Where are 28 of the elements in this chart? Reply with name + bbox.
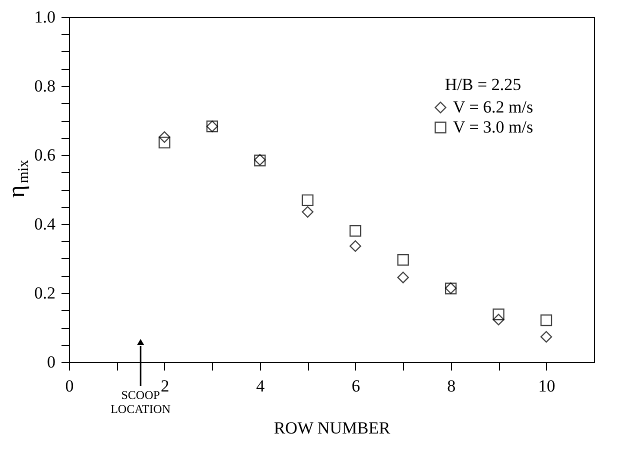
point — [397, 254, 409, 266]
point — [540, 330, 552, 343]
x-tick-label: 8 — [447, 376, 456, 396]
point — [158, 131, 170, 143]
point — [158, 136, 170, 148]
point — [397, 272, 409, 284]
legend-label: V = 6.2 m/s — [453, 98, 534, 116]
y-axis-title: ηmix — [4, 159, 32, 198]
x-tick-label: 6 — [352, 376, 360, 396]
y-tick-label: 0.2 — [34, 284, 56, 302]
point — [302, 194, 314, 206]
legend-title: H/B = 2.25 — [444, 75, 522, 94]
y-tick-label: 0 — [47, 352, 56, 372]
point — [492, 314, 504, 326]
point — [540, 314, 552, 326]
y-tick-label: 0.6 — [34, 146, 56, 164]
x-tick-label: 0 — [65, 376, 74, 396]
y-tick-label: 0.8 — [34, 76, 56, 96]
x-tick-label: 10 — [538, 376, 556, 396]
point — [302, 206, 314, 218]
x-tick-label: 4 — [256, 376, 266, 396]
x-axis-title: ROW NUMBER — [274, 418, 391, 438]
point — [492, 308, 504, 320]
point — [350, 225, 362, 237]
y-tick-label: 1.0 — [34, 8, 56, 26]
legend-label: V = 3.0 m/s — [453, 118, 534, 136]
y-tick-label: 0.4 — [34, 214, 56, 234]
point — [350, 240, 362, 252]
